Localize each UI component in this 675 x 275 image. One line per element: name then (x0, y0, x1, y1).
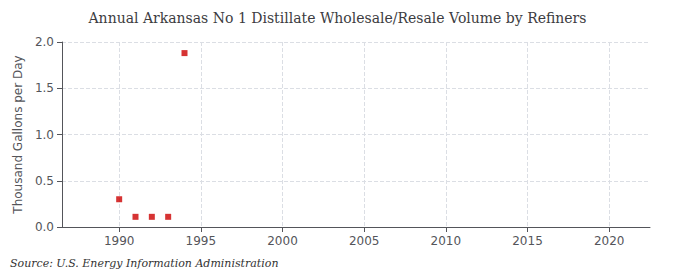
svg-text:2020: 2020 (594, 234, 625, 248)
svg-text:Thousand Gallons per Day: Thousand Gallons per Day (11, 55, 25, 214)
svg-text:2.0: 2.0 (35, 35, 54, 49)
svg-text:1.5: 1.5 (35, 81, 54, 95)
svg-text:2015: 2015 (512, 234, 543, 248)
svg-text:1995: 1995 (186, 234, 217, 248)
svg-text:0.0: 0.0 (35, 220, 54, 234)
svg-text:Annual Arkansas No 1 Distillat: Annual Arkansas No 1 Distillate Wholesal… (88, 10, 587, 26)
svg-text:2000: 2000 (267, 234, 298, 248)
svg-text:1.0: 1.0 (35, 128, 54, 142)
svg-text:1990: 1990 (104, 234, 135, 248)
svg-text:0.5: 0.5 (35, 174, 54, 188)
svg-text:Source: U.S. Energy Informatio: Source: U.S. Energy Information Administ… (10, 257, 278, 270)
svg-text:2005: 2005 (349, 234, 380, 248)
svg-text:2010: 2010 (431, 234, 462, 248)
